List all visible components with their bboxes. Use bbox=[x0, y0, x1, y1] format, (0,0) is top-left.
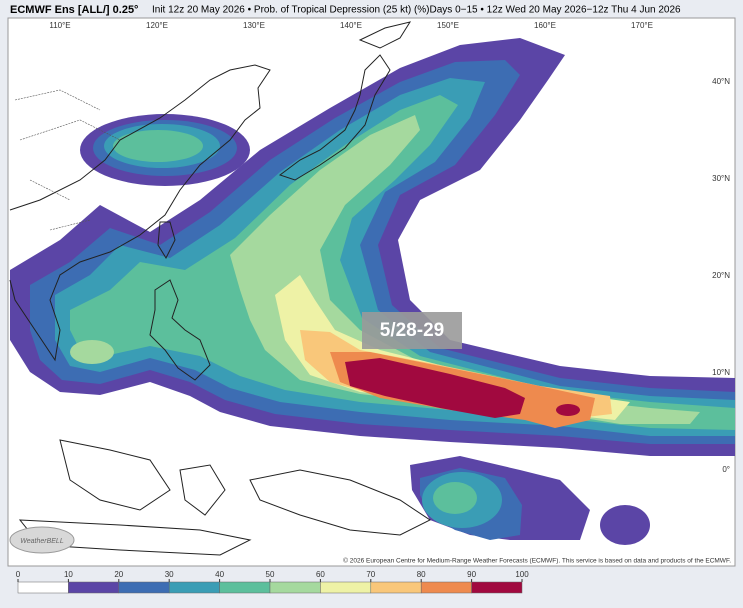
lat-labels: 40°N 30°N 20°N 10°N 0° bbox=[712, 77, 730, 474]
credit: © 2026 European Centre for Medium-Range … bbox=[343, 557, 731, 565]
colorbar-segment bbox=[17, 581, 69, 594]
colorbar-segment bbox=[420, 581, 472, 594]
colorbar-label: 80 bbox=[417, 570, 426, 579]
colorbar-label: 10 bbox=[64, 570, 73, 579]
colorbar-label: 0 bbox=[16, 570, 21, 579]
lon-labels: 110°E 120°E 130°E 140°E 150°E 160°E 170°E bbox=[49, 21, 653, 30]
colorbar-segment bbox=[118, 581, 170, 594]
lat-label: 40°N bbox=[712, 77, 730, 86]
probability-contour bbox=[556, 404, 580, 416]
probability-contour bbox=[600, 505, 650, 545]
colorbar-segment bbox=[168, 581, 220, 594]
colorbar-segment bbox=[219, 581, 271, 594]
model-title: ECMWF Ens [ALL/] 0.25° bbox=[10, 4, 138, 16]
probability-contour bbox=[345, 358, 525, 418]
annotation-box bbox=[362, 312, 462, 349]
colorbar-segment bbox=[269, 581, 321, 594]
colorbar-label: 40 bbox=[215, 570, 224, 579]
lat-label: 10°N bbox=[712, 368, 730, 377]
probability-contour bbox=[113, 130, 203, 162]
lon-label: 170°E bbox=[631, 21, 653, 30]
colorbar-label: 30 bbox=[165, 570, 174, 579]
lon-label: 160°E bbox=[534, 21, 556, 30]
colorbar-segment bbox=[370, 581, 422, 594]
lon-label: 120°E bbox=[146, 21, 168, 30]
lon-label: 110°E bbox=[49, 21, 70, 30]
probability-contour bbox=[70, 95, 735, 430]
lon-label: 150°E bbox=[437, 21, 459, 30]
logo: WeatherBELL bbox=[20, 538, 64, 545]
lon-label: 130°E bbox=[243, 21, 265, 30]
lat-label: 30°N bbox=[712, 174, 730, 183]
probability-field bbox=[10, 38, 735, 545]
lon-label: 140°E bbox=[340, 21, 362, 30]
coastlines bbox=[9, 21, 431, 556]
colorbar-label: 70 bbox=[366, 570, 375, 579]
probability-contour bbox=[433, 482, 477, 514]
annotation: 5/28-29 bbox=[380, 320, 444, 341]
logo-badge bbox=[9, 526, 75, 554]
colorbar-label: 90 bbox=[467, 570, 476, 579]
colorbar: 0 10 20 30 40 50 60 70 80 90 100 bbox=[16, 570, 529, 594]
lat-label: 0° bbox=[722, 465, 730, 474]
description: Init 12z 20 May 2026 • Prob. of Tropical… bbox=[152, 5, 681, 16]
colorbar-segment bbox=[320, 581, 372, 594]
lat-label: 20°N bbox=[712, 271, 730, 280]
colorbar-label: 100 bbox=[515, 570, 529, 579]
colorbar-label: 50 bbox=[266, 570, 275, 579]
colorbar-label: 60 bbox=[316, 570, 325, 579]
colorbar-label: 20 bbox=[114, 570, 123, 579]
colorbar-segment bbox=[471, 581, 523, 594]
probability-contour bbox=[70, 340, 114, 364]
colorbar-segment bbox=[68, 581, 120, 594]
